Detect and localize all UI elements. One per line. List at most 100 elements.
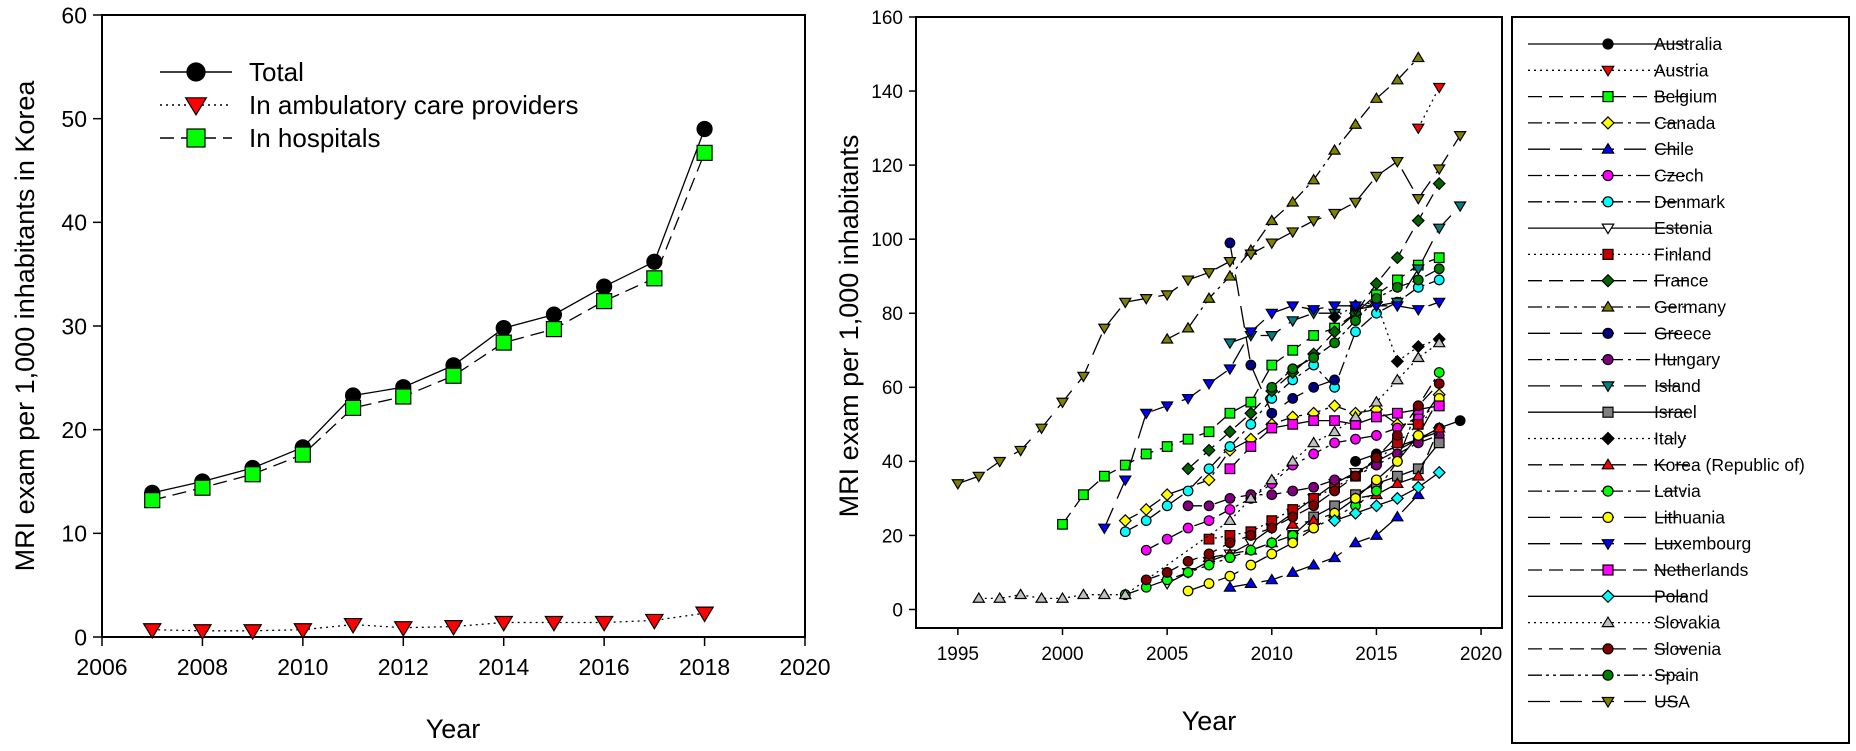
data-point <box>1076 588 1091 600</box>
data-point <box>1223 338 1237 350</box>
data-point <box>445 367 462 384</box>
legend-marker <box>1601 431 1615 446</box>
data-point <box>395 388 412 405</box>
data-point <box>1371 411 1382 423</box>
data-point <box>1161 567 1173 578</box>
legend-marker <box>1602 327 1614 339</box>
data-point <box>495 319 512 337</box>
y-axis-label-right: MRI exam per 1,000 inhabitants <box>834 135 864 518</box>
x-tick-label: 2010 <box>1251 644 1293 665</box>
legend-label: Finland <box>1654 244 1711 264</box>
data-point <box>1329 485 1340 497</box>
legend-marker <box>1601 273 1615 288</box>
y-tick-label: 0 <box>892 600 903 621</box>
legend-marker <box>1602 169 1614 182</box>
data-point <box>1202 291 1216 303</box>
legend-label: Germany <box>1654 297 1726 317</box>
data-point <box>1160 332 1174 344</box>
data-point <box>1371 485 1382 497</box>
y-tick-label: 60 <box>61 2 87 28</box>
data-point <box>1286 517 1300 529</box>
data-point <box>1287 537 1299 549</box>
data-point <box>1411 351 1425 363</box>
data-point <box>696 144 713 161</box>
data-point <box>1266 537 1278 549</box>
data-point <box>1244 406 1258 420</box>
data-point <box>646 270 663 287</box>
legend-marker <box>1602 38 1614 50</box>
legend-marker <box>1601 116 1615 130</box>
data-point <box>1097 523 1111 535</box>
legend-marker <box>1602 564 1614 576</box>
series-germany <box>1160 51 1425 344</box>
series-australia <box>1350 415 1466 467</box>
legend-marker <box>1601 65 1615 77</box>
data-point <box>1433 378 1445 390</box>
series-line <box>1229 405 1440 470</box>
y-tick-label: 120 <box>871 156 903 177</box>
series-spain <box>1266 263 1445 393</box>
data-point <box>1266 548 1278 560</box>
data-point <box>1182 433 1194 445</box>
data-point <box>1327 551 1342 563</box>
data-point <box>1140 448 1152 460</box>
x-tick-label: 2000 <box>1041 644 1083 665</box>
data-point <box>1181 275 1195 287</box>
legend-label: Luxembourg <box>1654 534 1751 554</box>
legend-frame-right <box>1511 16 1850 744</box>
x-tick-label: 2020 <box>1460 644 1502 665</box>
legend-marker <box>1602 196 1614 208</box>
series-in-ambulatory-care-providers <box>142 606 715 641</box>
legend-label: Hungary <box>1654 350 1720 370</box>
data-point <box>1182 585 1194 597</box>
data-point <box>1433 252 1445 264</box>
legend-marker <box>1601 223 1615 235</box>
data-point <box>1432 336 1446 348</box>
y-axis-label-left: MRI exam per 1,000 inhabitants in Korea <box>10 80 40 572</box>
legend-right: Australia Austria Belgium Canada Chile Czech D… <box>1528 34 1805 712</box>
data-point <box>1412 274 1424 286</box>
data-point <box>1286 301 1300 313</box>
data-point <box>993 456 1007 468</box>
legend-marker <box>1601 142 1615 154</box>
y-tick-label: 60 <box>882 378 903 399</box>
data-point <box>1266 407 1278 419</box>
data-point <box>1432 297 1446 309</box>
data-point <box>1202 268 1216 279</box>
x-tick-label: 2005 <box>1146 644 1188 665</box>
data-point <box>1411 214 1425 228</box>
legend-label: Israel <box>1654 402 1697 422</box>
data-point <box>294 446 311 463</box>
data-point <box>1327 208 1342 220</box>
data-point <box>1329 474 1340 486</box>
data-point <box>1245 396 1257 408</box>
data-point <box>1245 359 1257 371</box>
series-belgium <box>1057 252 1445 530</box>
data-point <box>1245 544 1257 556</box>
data-point <box>1265 331 1279 342</box>
data-point <box>1245 418 1257 430</box>
data-point <box>1308 481 1320 493</box>
data-point <box>1371 430 1382 441</box>
data-point <box>1182 522 1194 534</box>
data-point <box>1055 591 1070 603</box>
data-point <box>1245 441 1257 452</box>
data-point <box>1369 92 1384 103</box>
data-point <box>1307 173 1321 185</box>
data-point <box>1057 518 1068 530</box>
data-point <box>1286 566 1300 577</box>
data-point <box>1371 474 1382 486</box>
data-point <box>1390 156 1404 168</box>
data-point <box>1203 559 1215 571</box>
legend-marker <box>1601 381 1615 393</box>
legend-label: Greece <box>1654 323 1711 343</box>
y-tick-label: 100 <box>871 230 903 251</box>
x-tick-label: 2020 <box>779 654 830 680</box>
data-point <box>1411 123 1425 135</box>
data-point <box>1412 418 1424 430</box>
legend-label: Austria <box>1654 60 1709 80</box>
data-point <box>1307 558 1321 570</box>
data-point <box>1390 491 1404 506</box>
data-point <box>244 466 261 483</box>
data-point <box>1287 418 1299 430</box>
